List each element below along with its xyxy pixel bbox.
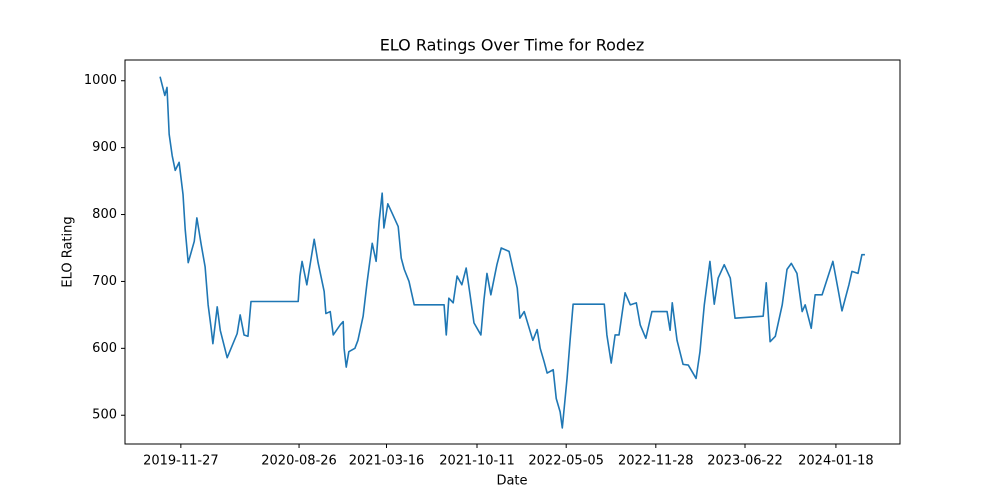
x-tick-label: 2020-08-26 [261,454,337,469]
y-tick-label: 900 [92,140,117,155]
x-tick-label: 2024-01-18 [798,454,874,469]
y-tick-label: 600 [92,341,117,356]
x-axis-label: Date [496,474,527,489]
y-tick-label: 800 [92,207,117,222]
x-tick-label: 2022-05-05 [528,454,604,469]
y-tick-label: 1000 [84,73,117,88]
y-tick-label: 500 [92,408,117,423]
y-tick-label: 700 [92,274,117,289]
x-tick-label: 2023-06-22 [707,454,783,469]
y-axis-label: ELO Rating [61,216,76,287]
x-tick-label: 2021-03-16 [349,454,425,469]
x-tick-label: 2021-10-11 [439,454,515,469]
chart-title: ELO Ratings Over Time for Rodez [380,36,645,55]
plot-frame [124,59,901,445]
elo-line [159,76,865,429]
x-tick-label: 2019-11-27 [143,454,219,469]
x-tick-label: 2022-11-28 [618,454,694,469]
